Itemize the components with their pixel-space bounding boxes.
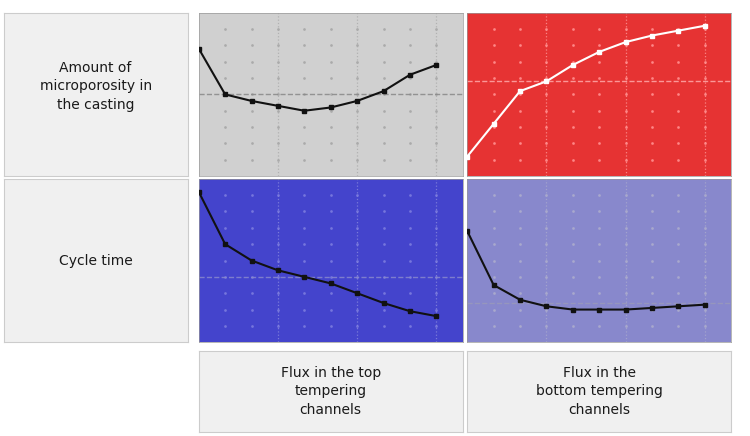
Text: Amount of
microporosity in
the casting: Amount of microporosity in the casting [40, 61, 152, 112]
Text: Cycle time: Cycle time [58, 253, 133, 268]
Text: Flux in the
bottom tempering
channels: Flux in the bottom tempering channels [536, 366, 663, 417]
Text: Flux in the top
tempering
channels: Flux in the top tempering channels [280, 366, 381, 417]
